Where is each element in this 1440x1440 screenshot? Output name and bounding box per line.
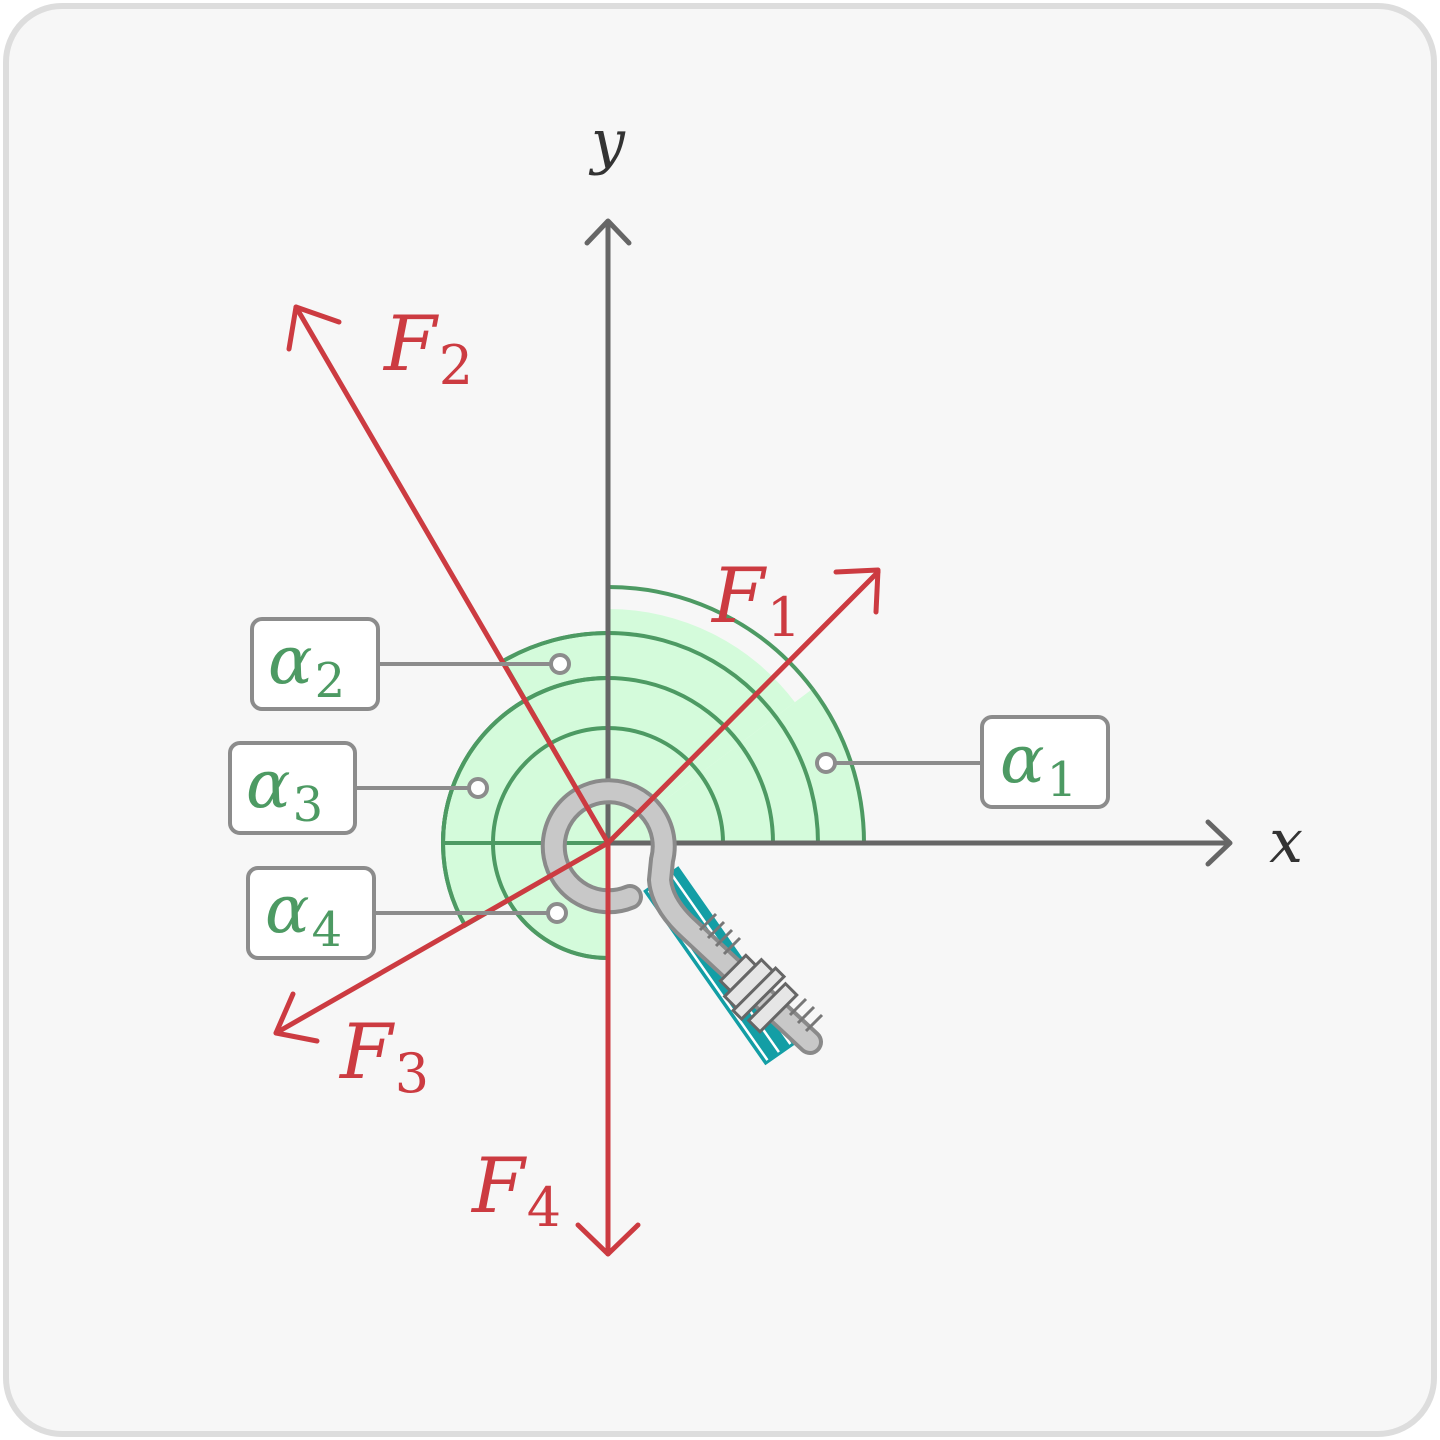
force-f4-label: F4 (470, 1141, 561, 1239)
force-f3-arrowhead (273, 991, 320, 1044)
force-f3-line (273, 840, 611, 1036)
angle-outline (441, 585, 867, 960)
alpha1-label: α1 (1000, 721, 1077, 808)
alpha3-label: α3 (246, 746, 323, 833)
force-f2-line (293, 304, 611, 846)
force-f3-label: F3 (338, 1007, 429, 1105)
force-f2-label: F2 (382, 299, 473, 397)
force-f1-label: F1 (710, 551, 801, 649)
force-vectors (273, 304, 881, 1257)
force-f1-line (605, 569, 881, 846)
axes (584, 218, 1233, 867)
eye-bolt-icon (540, 778, 824, 1066)
alpha3-label-box (228, 741, 357, 835)
force-f4-arrowhead (575, 1222, 641, 1257)
x-axis-arrowhead (1205, 819, 1233, 867)
y-axis-arrowhead (584, 218, 632, 246)
force-labels: F1 F2 F3 F4 (338, 299, 801, 1239)
x-axis-label: x (1269, 807, 1303, 877)
angle-labels: α1 α2 α3 α4 (246, 622, 1077, 958)
alpha2-label-box (250, 617, 380, 711)
angle-callouts (228, 617, 1110, 960)
force-f2-arrowhead (286, 304, 342, 352)
alpha4-label: α4 (265, 871, 342, 958)
alpha2-label: α2 (268, 622, 345, 709)
force-f1-arrowhead (833, 567, 881, 615)
alpha1-label-box (980, 715, 1110, 809)
y-axis-label: y (588, 107, 626, 177)
alpha4-label-box (246, 866, 376, 960)
